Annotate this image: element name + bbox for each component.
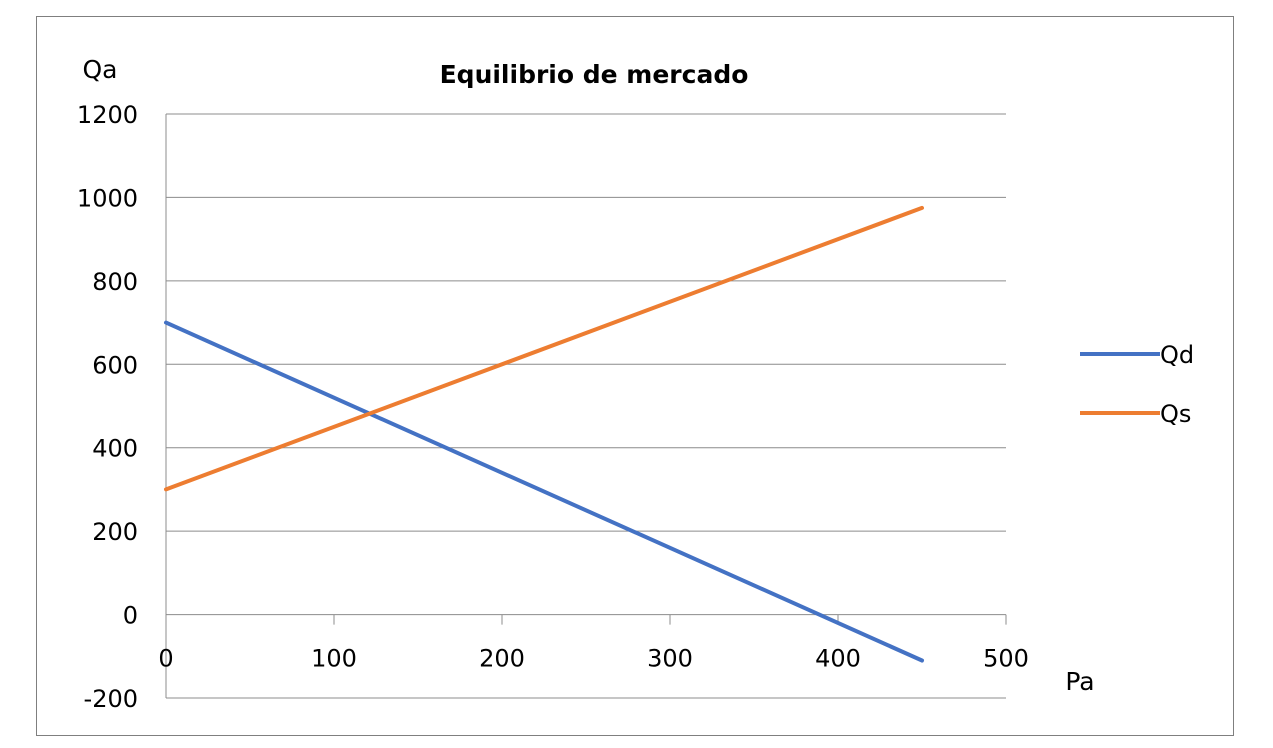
- y-tick-label-1200: 1200: [77, 101, 138, 129]
- x-axis-title: Pa: [1065, 667, 1094, 696]
- chart-frame: [36, 16, 1234, 736]
- x-tick-label-0: 0: [158, 645, 173, 673]
- legend-label-qs: Qs: [1160, 400, 1191, 428]
- chart-title: Equilibrio de mercado: [440, 60, 749, 89]
- legend-label-qd: Qd: [1160, 341, 1194, 369]
- y-tick-label-800: 800: [92, 268, 138, 296]
- series-line-qs: [164, 205, 924, 492]
- x-tick-label-200: 200: [479, 645, 525, 673]
- y-tick-label--200: -200: [84, 685, 138, 713]
- x-tick-label-400: 400: [815, 645, 861, 673]
- x-tick-label-300: 300: [647, 645, 693, 673]
- legend-layer: Qd Qs: [1080, 341, 1194, 428]
- x-tick-label-100: 100: [311, 645, 357, 673]
- y-tick-label-600: 600: [92, 351, 138, 379]
- series-layer: [164, 205, 924, 663]
- series-line-qd: [164, 320, 924, 663]
- x-tick-label-500: 500: [983, 645, 1029, 673]
- y-tick-label-200: 200: [92, 518, 138, 546]
- grid-layer: [166, 113, 1006, 699]
- axis-layer: [165, 114, 1007, 698]
- label-layer: 0 100 200 300 400 500 -200 0 200 400 600 800 1000 120…: [77, 101, 1029, 713]
- y-tick-label-0: 0: [123, 602, 138, 630]
- y-axis-title: Qa: [83, 55, 118, 84]
- y-tick-label-400: 400: [92, 435, 138, 463]
- y-tick-label-1000: 1000: [77, 184, 138, 212]
